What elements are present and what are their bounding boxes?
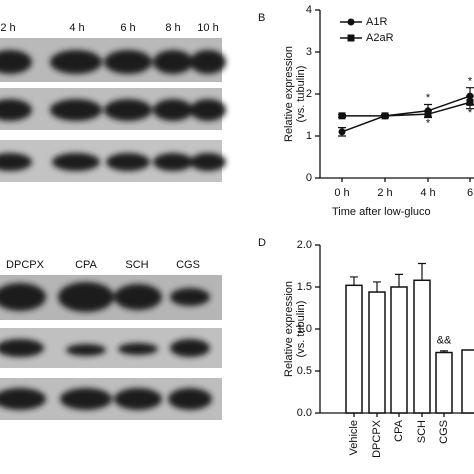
y-tick-label: 1.5 <box>297 281 312 293</box>
legend-label: A2aR <box>366 32 394 44</box>
bar <box>390 286 408 414</box>
marker <box>381 112 389 120</box>
y-tick-label: 0 <box>306 172 312 184</box>
error-bar <box>350 276 358 286</box>
y-tick-label: 0.0 <box>297 407 312 419</box>
x-tick-label: CGS <box>438 420 450 444</box>
significance: && <box>437 334 452 346</box>
y-axis-label: (vs. tubulin) <box>295 301 307 358</box>
x-axis-label: Time after low-gluco <box>332 206 431 218</box>
lane-label: DPCPX <box>6 259 45 271</box>
lane-label: CPA <box>75 259 97 271</box>
y-tick-label: 3 <box>306 46 312 58</box>
x-tick-label: CPA <box>393 419 405 441</box>
lane-label: CGS <box>176 259 200 271</box>
x-tick-label: 4 h <box>420 187 435 199</box>
panel-label: B <box>258 12 265 24</box>
significance: * <box>426 117 431 129</box>
bar <box>345 284 363 414</box>
bar <box>368 291 386 414</box>
legend-label: A1R <box>366 16 387 28</box>
error-bar <box>418 262 426 281</box>
y-axis-label: Relative expression <box>283 281 295 377</box>
lane-label: 8 h <box>165 22 180 34</box>
bar <box>461 349 474 414</box>
y-tick-label: 0.5 <box>297 365 312 377</box>
error-bar <box>395 273 403 287</box>
y-tick-label: 1 <box>306 130 312 142</box>
x-tick-label: Vehicle <box>348 420 360 455</box>
x-tick-label: 2 h <box>377 187 392 199</box>
significance: * <box>468 107 473 119</box>
bar <box>435 351 453 414</box>
significance: * <box>426 92 431 104</box>
marker <box>338 128 346 136</box>
lane-label: 2 h <box>0 22 15 34</box>
lane-label: SCH <box>125 259 148 271</box>
lane-label: 4 h <box>69 22 84 34</box>
marker <box>424 110 432 118</box>
y-tick-label: 2.0 <box>297 239 312 251</box>
legend-marker <box>347 34 355 42</box>
series-line <box>341 95 471 133</box>
lane-label: 6 h <box>120 22 135 34</box>
bar <box>413 279 431 414</box>
x-tick-label: 0 h <box>334 187 349 199</box>
y-axis-label: Relative expression <box>283 46 295 142</box>
x-tick-label: 6 <box>467 187 473 199</box>
blot-bottom <box>0 275 222 420</box>
y-tick-label: 4 <box>306 4 312 16</box>
x-tick-label: DPCPX <box>371 419 383 458</box>
series-line <box>342 101 471 117</box>
marker <box>338 112 346 120</box>
significance: * <box>468 75 473 87</box>
lane-label: 10 h <box>197 22 218 34</box>
legend-marker <box>347 18 355 26</box>
x-tick-label: SCH <box>416 420 428 443</box>
blot-top <box>0 38 226 182</box>
error-bar <box>373 281 381 293</box>
marker <box>466 98 474 106</box>
y-tick-label: 2 <box>306 88 312 100</box>
y-axis-label: (vs. tubulin) <box>295 66 307 123</box>
panel-label: D <box>258 237 266 249</box>
y-tick-label: 1.0 <box>297 323 312 335</box>
